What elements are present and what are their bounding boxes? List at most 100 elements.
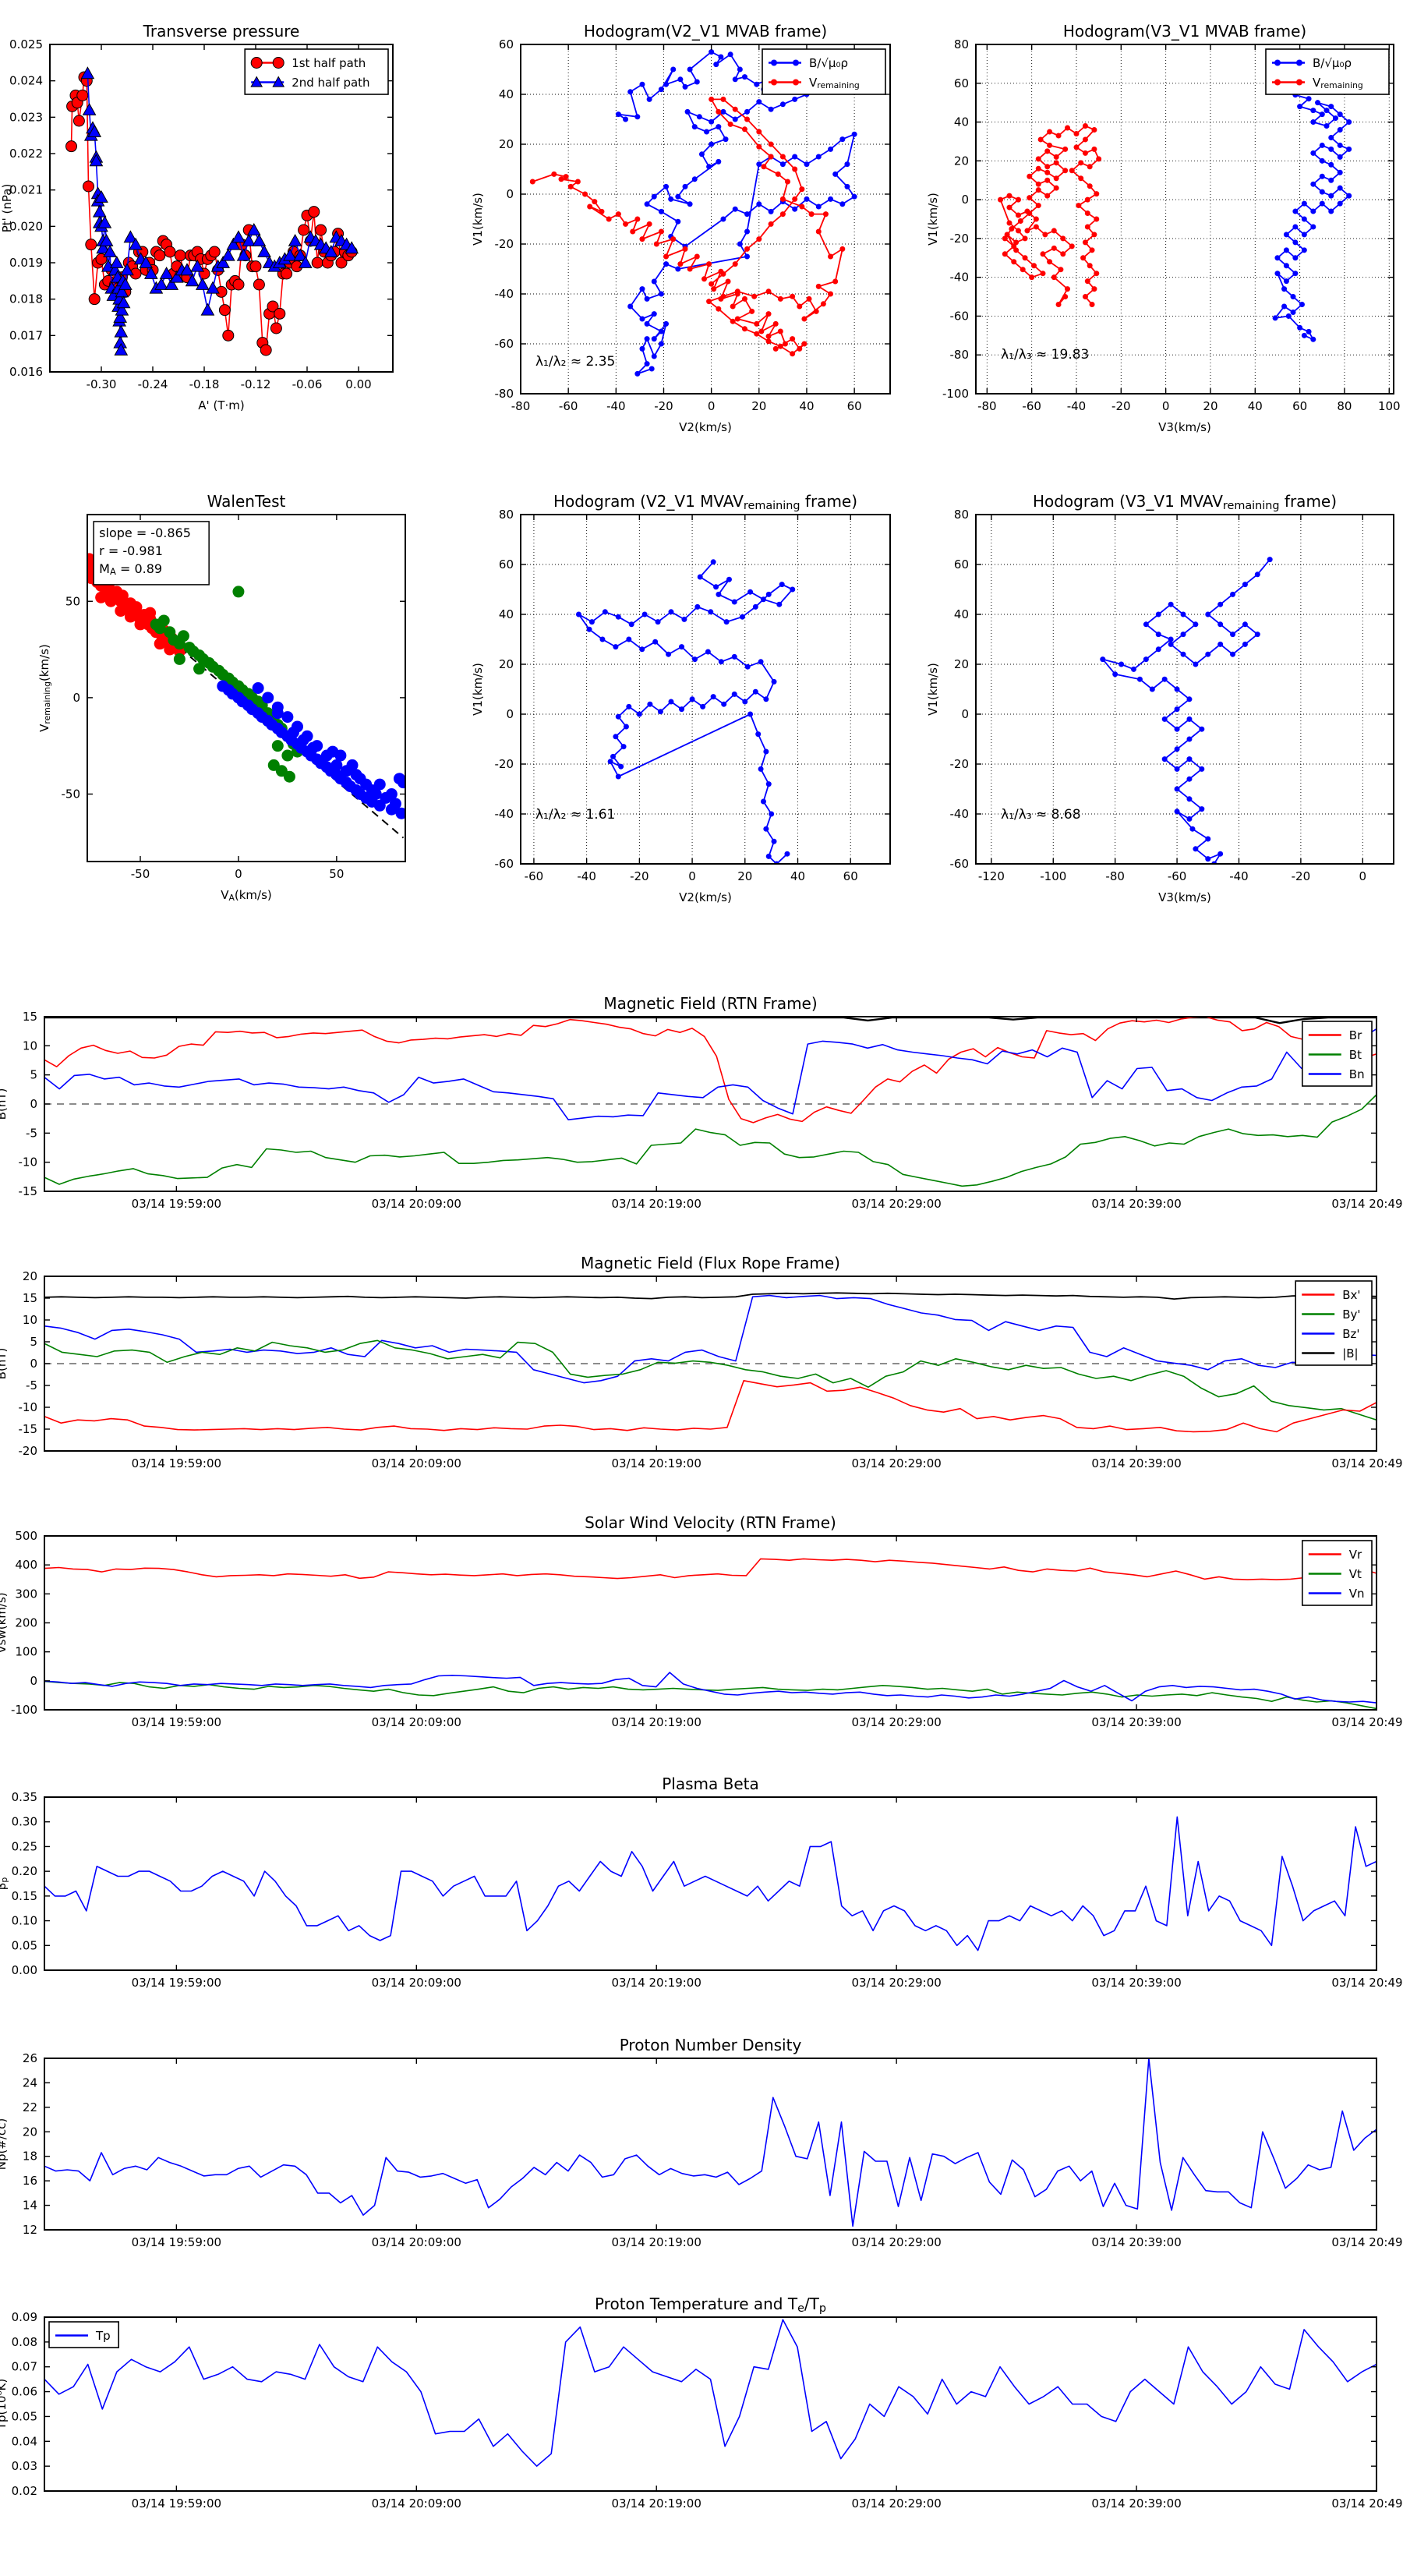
plot-plasma-beta: 03/14 19:59:00 03/14 20:09:00 03/14 20:19:… — [0, 1775, 1403, 1990]
legend: 1st half path 2nd half path — [244, 48, 389, 95]
ticks — [50, 44, 393, 373]
svg-text:03/14 20:09:00: 03/14 20:09:00 — [372, 2235, 461, 2249]
series-tp — [44, 2319, 1376, 2467]
svg-text:-40: -40 — [950, 807, 970, 821]
plot-title: Hodogram(V3_V1 MVAB frame) — [1063, 22, 1306, 41]
svg-text:40: 40 — [954, 607, 969, 621]
plot-title: Proton Temperature and Te/Tp — [595, 2295, 826, 2315]
svg-text:03/14 19:59:00: 03/14 19:59:00 — [132, 2235, 221, 2249]
svg-text:03/14 20:19:00: 03/14 20:19:00 — [612, 2235, 702, 2249]
svg-text:200: 200 — [15, 1616, 37, 1630]
svg-text:0: 0 — [30, 1674, 37, 1688]
svg-text:0.08: 0.08 — [12, 2335, 37, 2349]
y-axis-label: V1(km/s) — [471, 193, 485, 246]
svg-text:18: 18 — [23, 2150, 37, 2164]
svg-text:40: 40 — [790, 869, 805, 883]
svg-text:Vr: Vr — [1349, 1548, 1362, 1562]
svg-text:-0.06: -0.06 — [292, 377, 323, 391]
series-b- — [1100, 557, 1273, 864]
svg-text:0.15: 0.15 — [12, 1889, 37, 1903]
svg-text:20: 20 — [954, 154, 969, 168]
y-axis-label: Np(#/cc) — [0, 2118, 9, 2171]
plot-title: Hodogram (V2_V1 MVAVremaining frame) — [553, 492, 857, 512]
svg-text:80: 80 — [954, 37, 969, 51]
svg-text:0.018: 0.018 — [9, 292, 43, 306]
axes-frame — [520, 514, 891, 865]
svg-text:Vn: Vn — [1349, 1587, 1365, 1601]
ticks — [44, 1016, 1377, 1192]
y-axis-label: Pt' (nPa) — [0, 184, 14, 233]
svg-text:Br: Br — [1349, 1028, 1362, 1042]
svg-text:50: 50 — [65, 594, 80, 608]
series-b- — [615, 49, 857, 377]
axes-frame — [87, 514, 406, 862]
svg-text:400: 400 — [15, 1558, 37, 1572]
grid — [521, 44, 890, 394]
series-vr — [44, 1558, 1376, 1580]
plot-hodogram-v2v1-mvav: -60 -40 -20 0 20 40 60 -60 -40 -20 0 20 40 60 80 Hodogr… — [471, 492, 891, 904]
svg-text:40: 40 — [1248, 399, 1263, 413]
legend: B/√μ₀ρ Vremaining — [762, 48, 886, 95]
series-np — [44, 2058, 1376, 2227]
y-axis-label: βp — [0, 1877, 9, 1891]
svg-text:0.019: 0.019 — [9, 256, 43, 270]
plot-magnetic-field-flux-rope: 03/14 19:59:00 03/14 20:09:00 03/14 20:19:… — [0, 1254, 1403, 1470]
plot-title: Magnetic Field (RTN Frame) — [603, 994, 817, 1013]
svg-text:-60: -60 — [525, 869, 544, 883]
plot-walen-test: -50 0 50 -50 0 50 WalenTest VA(km/s) Vremaining(… — [37, 492, 406, 903]
svg-text:-80: -80 — [1105, 869, 1125, 883]
svg-text:03/14 20:39:00: 03/14 20:39:00 — [1091, 2496, 1181, 2511]
svg-text:14: 14 — [23, 2199, 37, 2213]
x-axis-label: V2(km/s) — [679, 420, 732, 434]
svg-text:100: 100 — [15, 1645, 37, 1659]
plot-proton-temperature: 03/14 19:59:00 03/14 20:09:00 03/14 20:19:… — [0, 2295, 1403, 2511]
svg-text:|B|: |B| — [1342, 1346, 1358, 1361]
svg-text:20: 20 — [954, 657, 969, 671]
annotation: λ₁/λ₃ ≈ 8.68 — [1001, 807, 1080, 823]
series-bn — [44, 1028, 1376, 1120]
svg-text:0.021: 0.021 — [9, 183, 43, 197]
ticks — [521, 514, 890, 865]
ticks — [520, 44, 890, 395]
svg-text:Tp: Tp — [95, 2329, 111, 2343]
svg-text:24: 24 — [23, 2075, 37, 2089]
legend: Br Bt Bn — [1302, 1021, 1373, 1087]
svg-text:0.07: 0.07 — [12, 2360, 37, 2374]
svg-text:-40: -40 — [1067, 399, 1087, 413]
annotation: λ₁/λ₂ ≈ 1.61 — [535, 807, 615, 823]
series-bt — [44, 1094, 1376, 1187]
ticks — [44, 1796, 1377, 1971]
series--b-clipped — [44, 1017, 1376, 1024]
x-axis-label: V3(km/s) — [1158, 420, 1211, 434]
svg-text:0.30: 0.30 — [12, 1815, 37, 1829]
svg-text:03/14 20:09:00: 03/14 20:09:00 — [372, 2496, 461, 2511]
series-by- — [44, 1339, 1376, 1421]
svg-text:20: 20 — [499, 137, 514, 151]
svg-text:0: 0 — [688, 869, 696, 883]
svg-text:0: 0 — [961, 193, 969, 207]
svg-text:0.016: 0.016 — [9, 365, 43, 379]
svg-text:-60: -60 — [495, 857, 514, 871]
svg-text:80: 80 — [1337, 399, 1352, 413]
svg-text:-60: -60 — [1168, 869, 1187, 883]
svg-text:slope = -0.865: slope = -0.865 — [99, 525, 191, 540]
plot-title: Hodogram(V2_V1 MVAB frame) — [584, 22, 827, 41]
svg-text:0: 0 — [30, 1097, 37, 1111]
svg-text:0: 0 — [72, 691, 80, 705]
svg-text:03/14 20:39:00: 03/14 20:39:00 — [1091, 1976, 1181, 1990]
svg-text:20: 20 — [737, 869, 752, 883]
annotation: λ₁/λ₂ ≈ 2.35 — [535, 354, 615, 370]
plot-title: Hodogram (V3_V1 MVAVremaining frame) — [1033, 492, 1337, 512]
svg-text:5: 5 — [30, 1068, 37, 1082]
plot-hodogram-v3v1-mvav: -120 -100 -80 -60 -40 -20 0 -60 -40 -20 0 20 40 60 80 H… — [926, 492, 1394, 904]
svg-text:03/14 19:59:00: 03/14 19:59:00 — [132, 1456, 221, 1470]
svg-text:03/14 20:29:00: 03/14 20:29:00 — [851, 2496, 941, 2511]
svg-text:03/14 20:09:00: 03/14 20:09:00 — [372, 1197, 461, 1211]
svg-text:0.09: 0.09 — [12, 2310, 37, 2324]
grid — [521, 515, 890, 864]
svg-text:40: 40 — [499, 607, 514, 621]
svg-text:-15: -15 — [19, 1184, 38, 1198]
y-axis-label: Vsw(km/s) — [0, 1592, 9, 1653]
svg-text:0: 0 — [961, 707, 969, 721]
